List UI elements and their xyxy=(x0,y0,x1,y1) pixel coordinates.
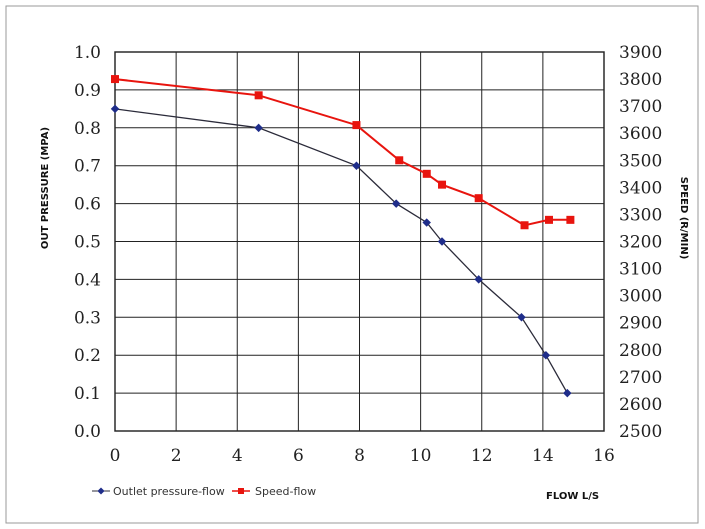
y-right-tick-label: 3200 xyxy=(619,233,662,253)
y-right-tick-label: 3400 xyxy=(619,178,662,198)
legend-speed-label: Speed-flow xyxy=(255,485,316,498)
y-right-tick-label: 2800 xyxy=(619,341,662,361)
tick-labels: 0.0 0.1 0.2 0.3 0.4 0.5 0.6 0.7 0.8 0.9 1.0 0 2 4 6 8 10… xyxy=(74,43,662,466)
legend-speed-marker xyxy=(238,488,244,494)
right-axis-title: SPEED (R/MIN) xyxy=(678,177,689,260)
outlet-pressure-flow-line xyxy=(114,108,568,394)
outlet-pressure-flow-point xyxy=(110,104,120,114)
chart-border xyxy=(5,5,699,524)
y-left-tick-label: 1.0 xyxy=(74,43,101,63)
outlet-pressure-flow-point xyxy=(352,161,361,170)
y-left-tick-label: 0.1 xyxy=(74,384,101,404)
legend-pressure-label: Outlet pressure-flow xyxy=(113,485,225,498)
y-left-tick-label: 0.7 xyxy=(74,157,101,177)
y-left-tick-label: 0.2 xyxy=(74,346,101,366)
speed-flow-point xyxy=(395,156,404,165)
y-right-tick-label: 2700 xyxy=(619,368,662,388)
legend-pressure-marker xyxy=(97,487,105,495)
x-tick-label: 0 xyxy=(110,446,121,466)
speed-flow-point xyxy=(111,75,119,84)
y-left-tick-label: 0.6 xyxy=(74,195,101,215)
speed-flow-point xyxy=(474,194,483,203)
y-left-tick-label: 0.4 xyxy=(74,270,101,290)
x-tick-label: 10 xyxy=(410,446,432,466)
y-left-tick-label: 0.9 xyxy=(74,81,101,101)
outlet-pressure-flow-point xyxy=(254,123,263,133)
y-left-tick-label: 0.8 xyxy=(74,119,101,139)
speed-flow-point xyxy=(566,215,575,224)
y-right-tick-label: 3100 xyxy=(619,260,662,280)
legend: Outlet pressure-flow Speed-flow xyxy=(92,485,316,498)
y-right-tick-label: 2500 xyxy=(619,422,662,442)
speed-flow-point xyxy=(520,221,529,230)
y-right-tick-label: 2600 xyxy=(619,395,662,415)
speed-flow-point xyxy=(438,180,447,189)
x-tick-label: 4 xyxy=(232,446,243,466)
y-right-tick-label: 2900 xyxy=(619,314,662,334)
y-right-tick-label: 3500 xyxy=(619,151,662,171)
x-tick-label: 14 xyxy=(532,446,554,466)
grid xyxy=(114,51,605,432)
y-left-tick-label: 0.3 xyxy=(74,308,101,328)
x-tick-label: 2 xyxy=(171,446,182,466)
y-right-tick-label: 3300 xyxy=(619,205,662,225)
x-tick-label: 16 xyxy=(593,446,615,466)
speed-flow-line xyxy=(114,78,571,227)
x-axis-title: FLOW L/S xyxy=(546,491,599,502)
speed-flow-point xyxy=(352,121,361,130)
left-axis-title: OUT PRESSURE (MPA) xyxy=(40,127,51,249)
y-left-tick-label: 0.0 xyxy=(74,422,101,442)
x-tick-label: 8 xyxy=(354,446,365,466)
y-right-tick-label: 3600 xyxy=(619,124,662,144)
y-right-tick-label: 3900 xyxy=(619,43,662,63)
speed-flow-point xyxy=(422,169,431,178)
y-left-tick-label: 0.5 xyxy=(74,233,101,253)
speed-flow-point xyxy=(544,215,553,224)
x-tick-label: 12 xyxy=(471,446,493,466)
outlet-pressure-flow-point xyxy=(474,275,483,284)
y-right-tick-label: 3800 xyxy=(619,70,662,90)
y-right-tick-label: 3000 xyxy=(619,287,662,307)
y-right-tick-label: 3700 xyxy=(619,97,662,117)
speed-flow-point xyxy=(254,91,263,100)
series xyxy=(110,75,575,398)
x-tick-label: 6 xyxy=(293,446,304,466)
